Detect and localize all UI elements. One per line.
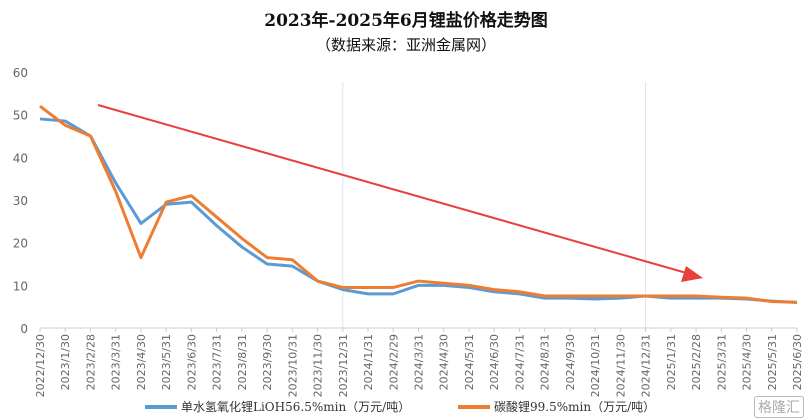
x-tick-label: 2024/6/30 [488, 334, 501, 390]
x-tick-label: 2024/1/31 [362, 334, 375, 390]
x-tick-label: 2023/7/31 [211, 334, 224, 390]
trend-arrow-head [681, 266, 703, 282]
x-tick-label: 2024/9/30 [564, 334, 577, 390]
x-tick-label: 2023/2/28 [84, 334, 97, 390]
x-tick-label: 2024/7/31 [513, 334, 526, 390]
y-tick-label: 0 [20, 322, 28, 336]
x-tick-label: 2023/8/31 [236, 334, 249, 390]
x-tick-label: 2025/1/31 [665, 334, 678, 390]
y-tick-label: 40 [13, 151, 28, 165]
chart-title: 2023年-2025年6月锂盐价格走势图 [264, 11, 548, 31]
x-tick-label: 2023/4/30 [135, 334, 148, 390]
legend-swatch-li2co3 [458, 404, 490, 409]
legend-label-li2co3: 碳酸锂99.5%min（万元/吨） [494, 400, 656, 414]
x-tick-label: 2024/3/31 [413, 334, 426, 390]
x-tick-label: 2025/5/31 [766, 334, 779, 390]
trend-arrow-line [97, 104, 691, 275]
x-tick-label: 2024/5/31 [463, 334, 476, 390]
x-tick-label: 2023/11/30 [312, 334, 325, 397]
x-tick-label: 2023/1/30 [59, 334, 72, 390]
y-tick-label: 10 [13, 279, 28, 293]
x-tick-label: 2025/6/30 [791, 334, 804, 390]
y-tick-label: 20 [13, 237, 28, 251]
x-tick-label: 2022/12/30 [34, 334, 47, 397]
x-tick-label: 2024/8/31 [539, 334, 552, 390]
x-tick-label: 2023/9/30 [261, 334, 274, 390]
x-tick-label: 2023/6/30 [185, 334, 198, 390]
x-tick-label: 2024/10/31 [589, 334, 602, 397]
legend-label-lioh: 单水氢氧化锂LiOH56.5%min（万元/吨） [181, 400, 411, 414]
x-tick-label: 2025/2/28 [690, 334, 703, 390]
watermark-logo: 格隆汇 [754, 396, 804, 418]
x-tick-label: 2023/5/31 [160, 334, 173, 390]
x-tick-label: 2023/10/31 [286, 334, 299, 397]
legend-swatch-lioh [145, 404, 177, 409]
chart-subtitle: （数据来源：亚洲金属网） [315, 36, 496, 54]
series-line-li2co3 [39, 104, 798, 304]
x-tick-label: 2024/4/30 [438, 334, 451, 390]
x-tick-label: 2023/3/31 [110, 334, 123, 390]
x-tick-label: 2024/12/31 [640, 334, 653, 397]
y-tick-label: 50 [13, 109, 28, 123]
x-tick-label: 2024/11/30 [614, 334, 627, 397]
x-tick-label: 2023/12/31 [337, 334, 350, 397]
x-tick-label: 2024/2/29 [387, 334, 400, 390]
y-tick-label: 30 [13, 194, 28, 208]
legend-item-li2co3: 碳酸锂99.5%min（万元/吨） [458, 398, 655, 415]
x-tick-label: 2025/3/31 [715, 334, 728, 390]
x-tick-label: 2025/4/30 [741, 334, 754, 390]
legend-item-lioh: 单水氢氧化锂LiOH56.5%min（万元/吨） [145, 398, 410, 415]
y-tick-label: 60 [13, 66, 28, 80]
